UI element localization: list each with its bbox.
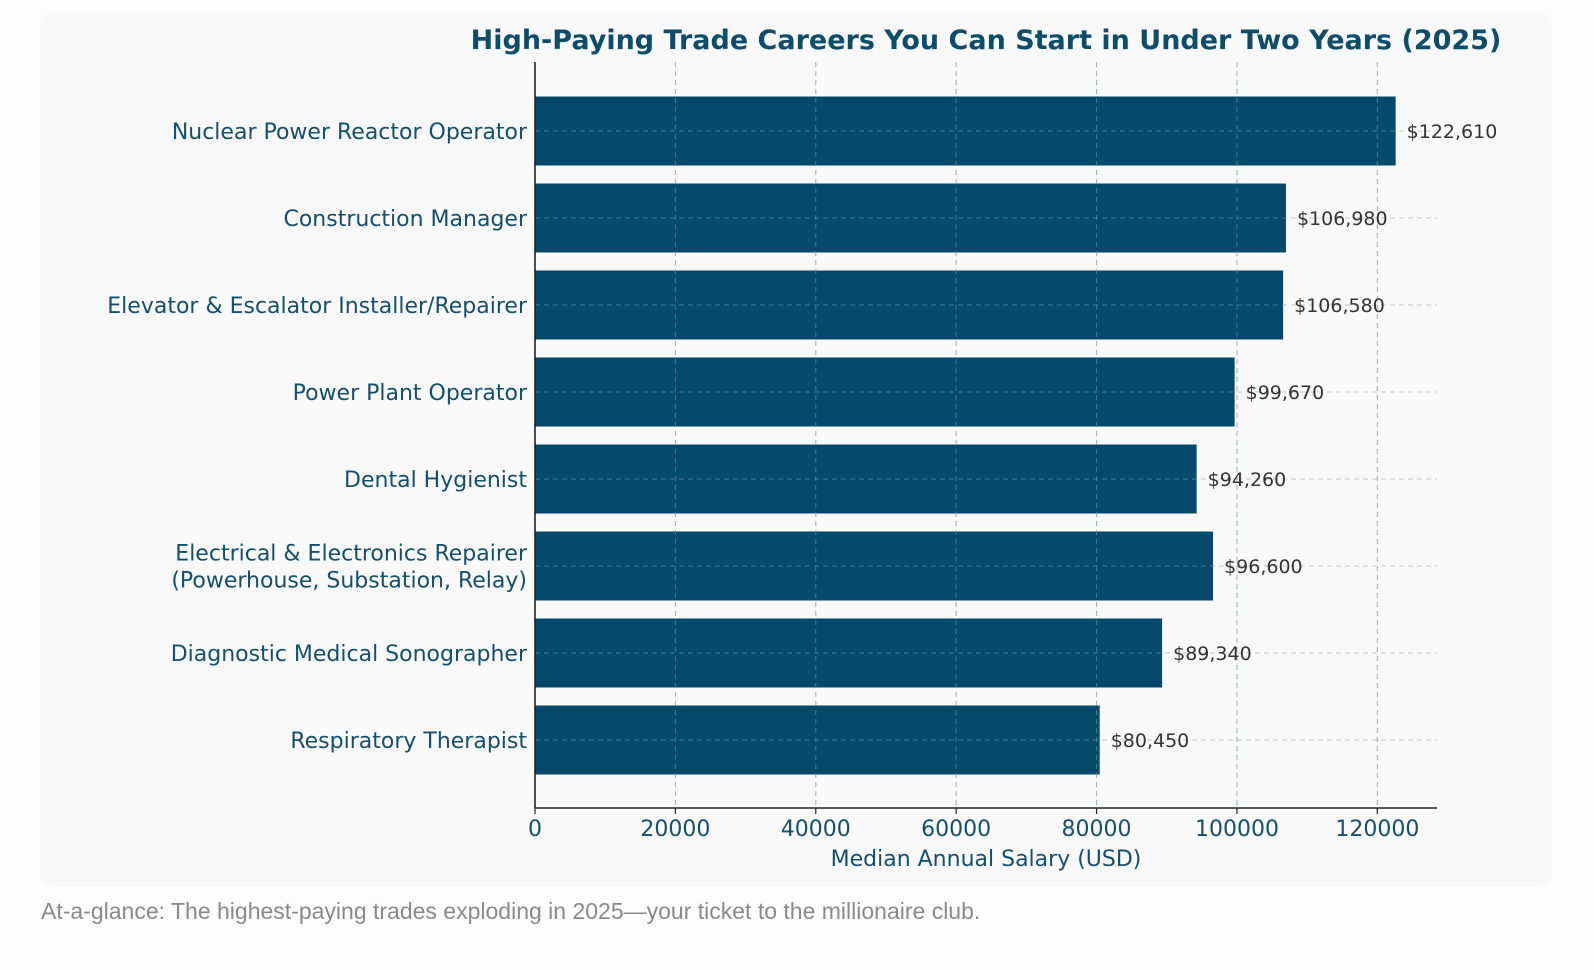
value-label: $106,580 xyxy=(1294,295,1385,317)
x-tick-label: 40000 xyxy=(781,817,851,842)
x-axis-label: Median Annual Salary (USD) xyxy=(831,847,1142,872)
category-label: (Powerhouse, Substation, Relay) xyxy=(171,569,527,594)
category-label: Respiratory Therapist xyxy=(290,729,527,754)
x-tick-labels: 0 20000 40000 60000 80000 100000 120000 xyxy=(528,817,1419,842)
value-label: $99,670 xyxy=(1246,382,1325,404)
x-tick-label: 80000 xyxy=(1062,817,1132,842)
x-tick-label: 20000 xyxy=(640,817,710,842)
value-label: $80,450 xyxy=(1111,730,1190,752)
x-tick-label: 60000 xyxy=(921,817,991,842)
bar xyxy=(535,96,1396,166)
category-label: Diagnostic Medical Sonographer xyxy=(171,642,528,667)
x-tick-label: 120000 xyxy=(1335,817,1419,842)
value-label: $122,610 xyxy=(1407,121,1498,143)
category-labels: Nuclear Power Reactor Operator Constructi… xyxy=(107,120,528,754)
gridlines xyxy=(535,62,1437,808)
category-label: Elevator & Escalator Installer/Repairer xyxy=(107,294,528,319)
value-label: $89,340 xyxy=(1173,643,1252,665)
x-tick-label: 0 xyxy=(528,817,542,842)
value-labels: $122,610 $106,980 $106,580 $99,670 $94,260 $9… xyxy=(1111,121,1498,752)
category-label: Dental Hygienist xyxy=(344,468,527,493)
category-label: Nuclear Power Reactor Operator xyxy=(172,120,528,145)
x-tick-label: 100000 xyxy=(1195,817,1279,842)
category-label: Electrical & Electronics Repairer xyxy=(175,542,528,567)
axes xyxy=(534,62,1437,814)
bar xyxy=(535,357,1235,427)
chart-caption: At-a-glance: The highest-paying trades e… xyxy=(41,898,981,924)
category-label: Construction Manager xyxy=(283,207,527,232)
value-label: $94,260 xyxy=(1208,469,1287,491)
category-label: Power Plant Operator xyxy=(293,381,528,406)
value-label: $96,600 xyxy=(1224,556,1303,578)
value-label: $106,980 xyxy=(1297,208,1388,230)
chart-title: High-Paying Trade Careers You Can Start … xyxy=(471,25,1502,56)
bars xyxy=(535,62,1396,808)
bar xyxy=(535,531,1214,601)
